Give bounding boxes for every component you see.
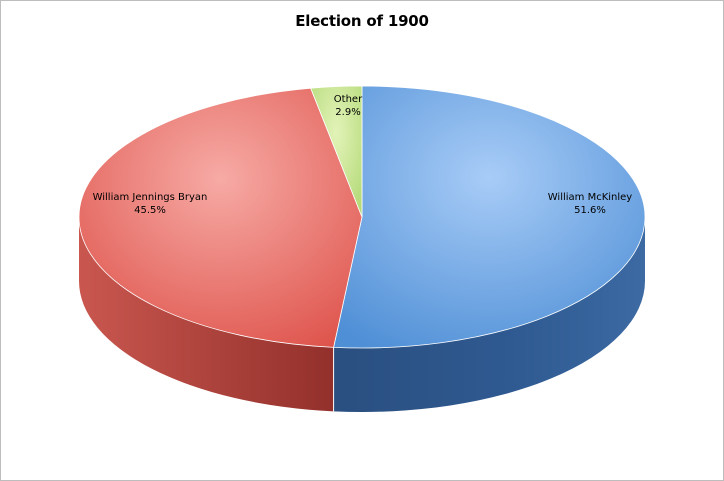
slice-other-value-label: 2.9%	[335, 107, 360, 118]
slice-other	[310, 85, 363, 218]
chart-title: Election of 1900	[295, 12, 429, 30]
slice-mckinley	[333, 85, 646, 349]
slice-mckinley-label: William McKinley	[548, 192, 633, 203]
slice-bryan	[78, 87, 363, 348]
slice-other-label: Other	[334, 94, 363, 105]
slice-bryan-label: William Jennings Bryan	[93, 192, 208, 203]
slice-mckinley-value-label: 51.6%	[574, 205, 606, 216]
slice-bryan-value-label: 45.5%	[134, 205, 166, 216]
slice-mckinley-side	[333, 217, 645, 412]
slice-bryan-side	[79, 217, 334, 412]
